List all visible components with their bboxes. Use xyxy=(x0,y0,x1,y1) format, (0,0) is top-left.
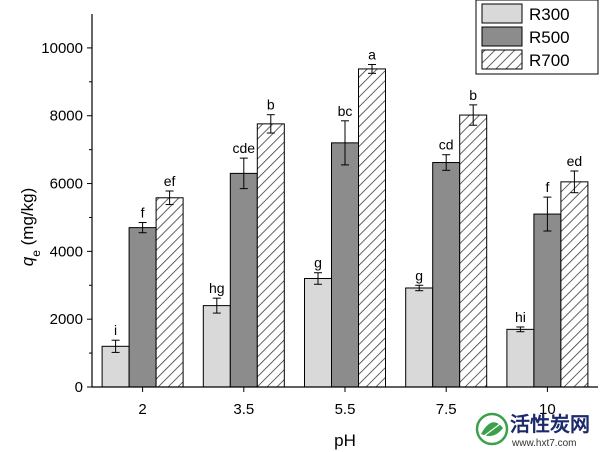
error-bar-r500 xyxy=(341,120,349,166)
legend-item-r700: R700 xyxy=(481,49,570,70)
error-bar-r700 xyxy=(368,64,376,74)
bar-r700 xyxy=(155,197,184,388)
x-tick-label: 3.5 xyxy=(233,401,254,418)
significance-label: g xyxy=(415,267,423,283)
error-bar-r500 xyxy=(543,196,552,232)
legend: R300 R500 R700 xyxy=(475,0,599,75)
legend-swatch-r700 xyxy=(481,49,523,70)
legend-label-r700: R700 xyxy=(529,51,570,70)
error-bars-group xyxy=(111,64,579,353)
legend-item-r500: R500 xyxy=(481,26,570,47)
bar-r300 xyxy=(304,277,332,388)
significance-label: i xyxy=(114,322,117,338)
significance-label: hg xyxy=(209,280,225,296)
bar-r300 xyxy=(405,287,434,388)
bar-r500 xyxy=(331,142,359,388)
bar-r300 xyxy=(101,345,130,388)
legend-swatch-r300 xyxy=(481,3,523,24)
significance-label: f xyxy=(141,205,145,221)
significance-label: bc xyxy=(338,103,353,119)
x-tick-label: 7.5 xyxy=(436,401,457,418)
bar-r500 xyxy=(229,172,258,388)
bar-r300 xyxy=(202,305,231,388)
significance-label: g xyxy=(314,255,322,271)
x-tick-label: 5.5 xyxy=(335,401,356,418)
significance-label: b xyxy=(267,97,275,113)
bar-r700 xyxy=(358,68,386,388)
significance-label: cde xyxy=(233,140,256,156)
y-tick-label: 0 xyxy=(75,379,83,396)
watermark: 活性炭网 www.hxt7.com xyxy=(475,412,590,449)
watermark-title: 活性炭网 xyxy=(510,412,590,436)
error-bar-r700 xyxy=(469,104,478,126)
bar-r500 xyxy=(432,162,461,388)
bar-r500 xyxy=(128,227,157,388)
error-bar-r700 xyxy=(570,170,579,194)
x-axis-title: pH xyxy=(334,431,356,450)
y-axis-title: qe (mg/kg) xyxy=(18,188,43,267)
legend-swatch-r500 xyxy=(481,26,523,47)
bar-r500 xyxy=(533,213,562,388)
error-bar-r500 xyxy=(239,157,248,190)
y-tick-label: 10000 xyxy=(41,40,83,57)
x-tick-label: 10 xyxy=(539,401,556,418)
legend-label-r500: R500 xyxy=(529,28,570,47)
leaf-logo-icon xyxy=(475,412,509,446)
bar-r300 xyxy=(506,328,535,388)
y-tick-label: 2000 xyxy=(50,311,83,328)
error-bar-r300 xyxy=(212,297,221,314)
legend-item-r300: R300 xyxy=(481,3,570,24)
significance-label: cd xyxy=(439,137,454,153)
error-bar-r300 xyxy=(314,272,322,285)
significance-label: a xyxy=(368,47,376,63)
significance-labels-group: i f ef hg cde b g bc a g cd b hi f ed xyxy=(114,47,582,339)
error-bar-r700 xyxy=(165,190,174,206)
significance-label: hi xyxy=(515,309,526,325)
error-bar-r700 xyxy=(266,114,275,134)
significance-label: ed xyxy=(567,153,583,169)
legend-label-r300: R300 xyxy=(529,5,570,24)
y-tick-label: 6000 xyxy=(50,176,83,193)
significance-label: ef xyxy=(164,173,176,189)
axes-group: 2 3.5 5.5 7.5 10 0 2000 4000 6000 8000 10000 xyxy=(41,14,598,418)
error-bar-r300 xyxy=(111,339,120,353)
y-tick-label: 4000 xyxy=(50,243,83,260)
watermark-url: www.hxt7.com xyxy=(511,438,576,449)
error-bar-r300 xyxy=(516,326,525,333)
error-bar-r300 xyxy=(415,284,424,292)
bars-group xyxy=(101,68,589,388)
bar-r700 xyxy=(560,181,589,388)
significance-label: b xyxy=(469,87,477,103)
significance-label: f xyxy=(545,179,549,195)
error-bar-r500 xyxy=(442,154,451,171)
y-tick-label: 8000 xyxy=(50,108,83,125)
bar-r700 xyxy=(256,123,285,388)
bar-r700 xyxy=(459,114,488,388)
error-bar-r500 xyxy=(138,222,147,234)
x-tick-label: 2 xyxy=(138,401,146,418)
